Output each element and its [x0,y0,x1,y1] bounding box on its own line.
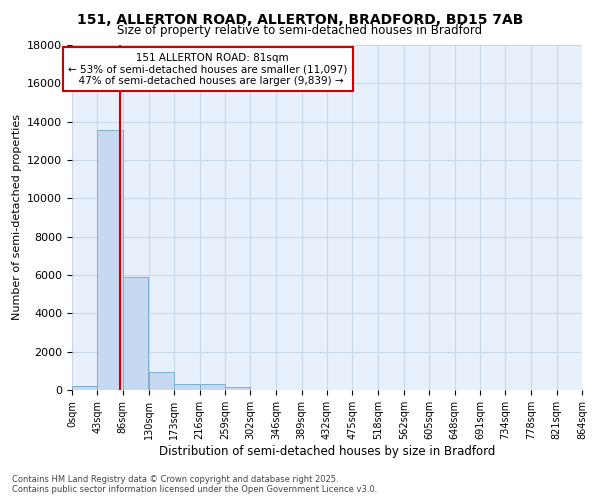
Bar [199,384,225,390]
Bar [72,386,97,390]
Text: Contains HM Land Registry data © Crown copyright and database right 2025.
Contai: Contains HM Land Registry data © Crown c… [12,474,377,494]
Bar [225,387,250,390]
Bar [149,372,174,390]
Bar [123,277,148,390]
Text: 151 ALLERTON ROAD: 81sqm
← 53% of semi-detached houses are smaller (11,097)
  47: 151 ALLERTON ROAD: 81sqm ← 53% of semi-d… [68,52,347,86]
Bar [97,130,123,390]
Y-axis label: Number of semi-detached properties: Number of semi-detached properties [11,114,22,320]
X-axis label: Distribution of semi-detached houses by size in Bradford: Distribution of semi-detached houses by … [159,444,495,458]
Text: Size of property relative to semi-detached houses in Bradford: Size of property relative to semi-detach… [118,24,482,37]
Text: 151, ALLERTON ROAD, ALLERTON, BRADFORD, BD15 7AB: 151, ALLERTON ROAD, ALLERTON, BRADFORD, … [77,12,523,26]
Bar [174,384,199,390]
